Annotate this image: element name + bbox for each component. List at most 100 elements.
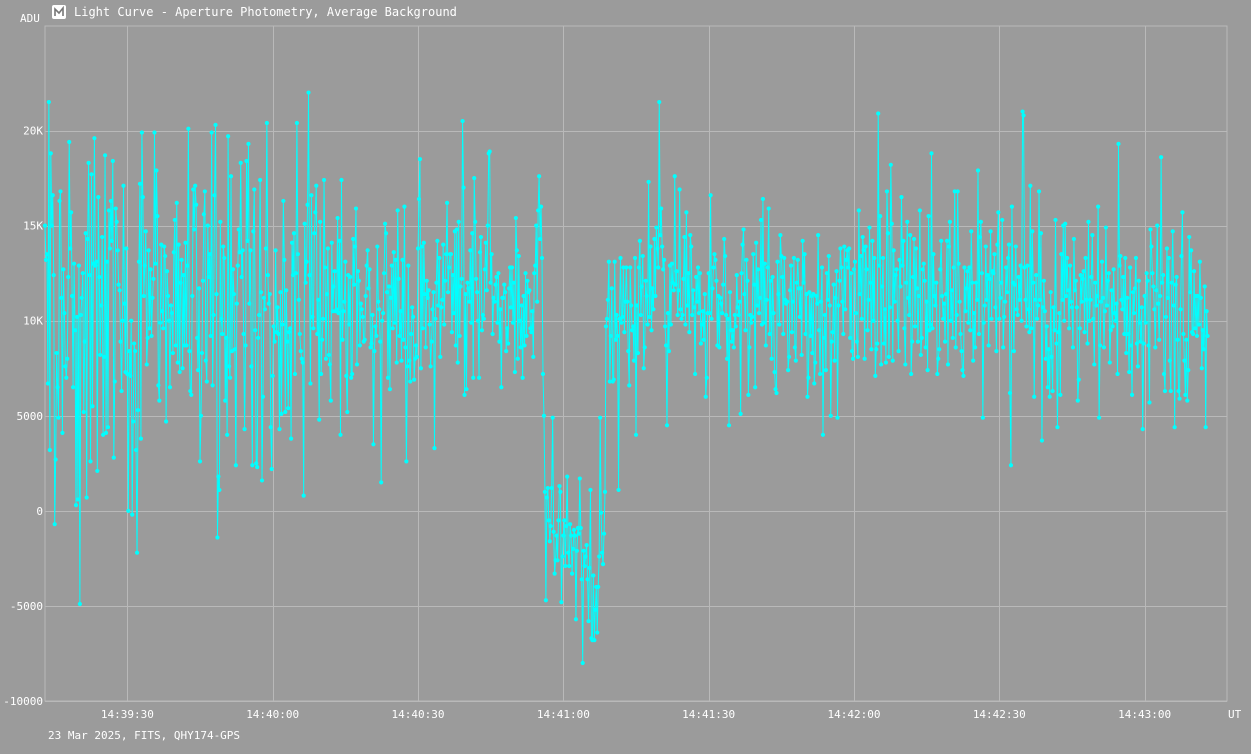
data-point bbox=[199, 350, 205, 356]
data-point bbox=[940, 293, 945, 299]
data-point bbox=[929, 151, 934, 156]
data-point bbox=[385, 375, 391, 380]
data-point bbox=[817, 328, 822, 333]
data-point bbox=[48, 151, 53, 156]
data-point bbox=[1074, 305, 1079, 310]
data-point bbox=[630, 324, 636, 329]
data-point bbox=[564, 523, 569, 529]
data-point bbox=[586, 619, 591, 624]
data-point bbox=[1163, 314, 1169, 320]
data-point bbox=[718, 295, 723, 300]
data-point bbox=[721, 282, 726, 287]
data-point bbox=[733, 324, 738, 329]
data-point bbox=[977, 234, 983, 240]
data-point bbox=[920, 267, 925, 272]
data-point bbox=[947, 219, 953, 224]
data-point bbox=[832, 358, 837, 363]
data-point bbox=[951, 265, 956, 270]
data-point bbox=[316, 297, 321, 302]
data-point bbox=[74, 314, 80, 320]
data-point bbox=[1033, 297, 1038, 302]
data-point bbox=[669, 261, 674, 266]
data-point bbox=[825, 297, 830, 302]
data-point bbox=[664, 423, 670, 428]
data-point bbox=[890, 358, 895, 363]
data-point bbox=[55, 385, 60, 390]
data-point bbox=[766, 206, 771, 211]
data-point bbox=[868, 280, 873, 285]
data-point bbox=[457, 333, 462, 339]
data-point bbox=[1125, 295, 1130, 300]
x-tick-label: 14:40:00 bbox=[246, 708, 299, 721]
data-point bbox=[1111, 267, 1116, 272]
data-point bbox=[75, 497, 81, 502]
data-point bbox=[693, 371, 698, 377]
data-point bbox=[351, 282, 357, 287]
data-point bbox=[482, 267, 487, 272]
data-point bbox=[513, 215, 518, 221]
data-point bbox=[113, 206, 118, 211]
data-point bbox=[646, 179, 651, 185]
data-point bbox=[100, 234, 105, 240]
data-point bbox=[770, 274, 775, 280]
data-point bbox=[241, 331, 246, 337]
data-point bbox=[365, 248, 370, 253]
data-point bbox=[1035, 316, 1040, 321]
data-point bbox=[1065, 255, 1070, 261]
data-point bbox=[906, 295, 911, 300]
data-point bbox=[936, 356, 941, 361]
data-point bbox=[211, 312, 216, 318]
data-point bbox=[371, 442, 376, 447]
data-point bbox=[1173, 282, 1178, 287]
data-point bbox=[420, 326, 425, 331]
data-point bbox=[276, 331, 281, 337]
data-point bbox=[231, 292, 237, 297]
data-point bbox=[216, 474, 221, 479]
data-point bbox=[128, 373, 133, 378]
data-point bbox=[69, 210, 74, 215]
data-point bbox=[218, 219, 223, 224]
data-point bbox=[637, 238, 642, 243]
data-point bbox=[575, 525, 580, 531]
data-point bbox=[468, 248, 473, 253]
data-point bbox=[1190, 331, 1196, 337]
data-point bbox=[102, 354, 107, 359]
data-point bbox=[816, 233, 821, 238]
light-curve-app-icon[interactable] bbox=[52, 5, 66, 19]
data-point bbox=[769, 356, 774, 361]
data-point bbox=[480, 312, 486, 318]
data-point bbox=[162, 244, 167, 249]
data-point bbox=[1019, 318, 1024, 323]
data-point bbox=[278, 290, 283, 295]
data-point bbox=[577, 476, 582, 481]
data-point bbox=[943, 292, 949, 297]
data-point bbox=[407, 358, 412, 363]
data-point bbox=[867, 225, 872, 230]
data-point bbox=[1186, 368, 1191, 373]
data-point bbox=[380, 318, 385, 323]
data-point bbox=[649, 328, 654, 333]
data-point bbox=[292, 371, 298, 377]
data-point bbox=[889, 221, 894, 226]
data-point bbox=[826, 253, 831, 259]
data-point bbox=[293, 271, 299, 276]
data-point bbox=[1029, 326, 1034, 331]
data-point bbox=[164, 419, 169, 424]
data-point bbox=[1053, 217, 1058, 223]
data-point bbox=[329, 240, 334, 245]
data-point bbox=[377, 307, 382, 312]
data-point bbox=[148, 267, 153, 272]
data-point bbox=[645, 322, 650, 327]
data-point bbox=[1058, 392, 1063, 397]
data-point bbox=[848, 335, 853, 340]
data-point bbox=[1150, 271, 1155, 276]
data-point bbox=[296, 297, 301, 302]
data-point bbox=[142, 263, 147, 268]
data-point bbox=[150, 295, 155, 300]
data-point bbox=[1172, 425, 1177, 430]
data-point bbox=[938, 267, 943, 272]
data-point bbox=[1045, 385, 1050, 390]
data-point bbox=[887, 305, 892, 310]
data-point bbox=[89, 172, 94, 177]
data-point bbox=[479, 328, 485, 333]
